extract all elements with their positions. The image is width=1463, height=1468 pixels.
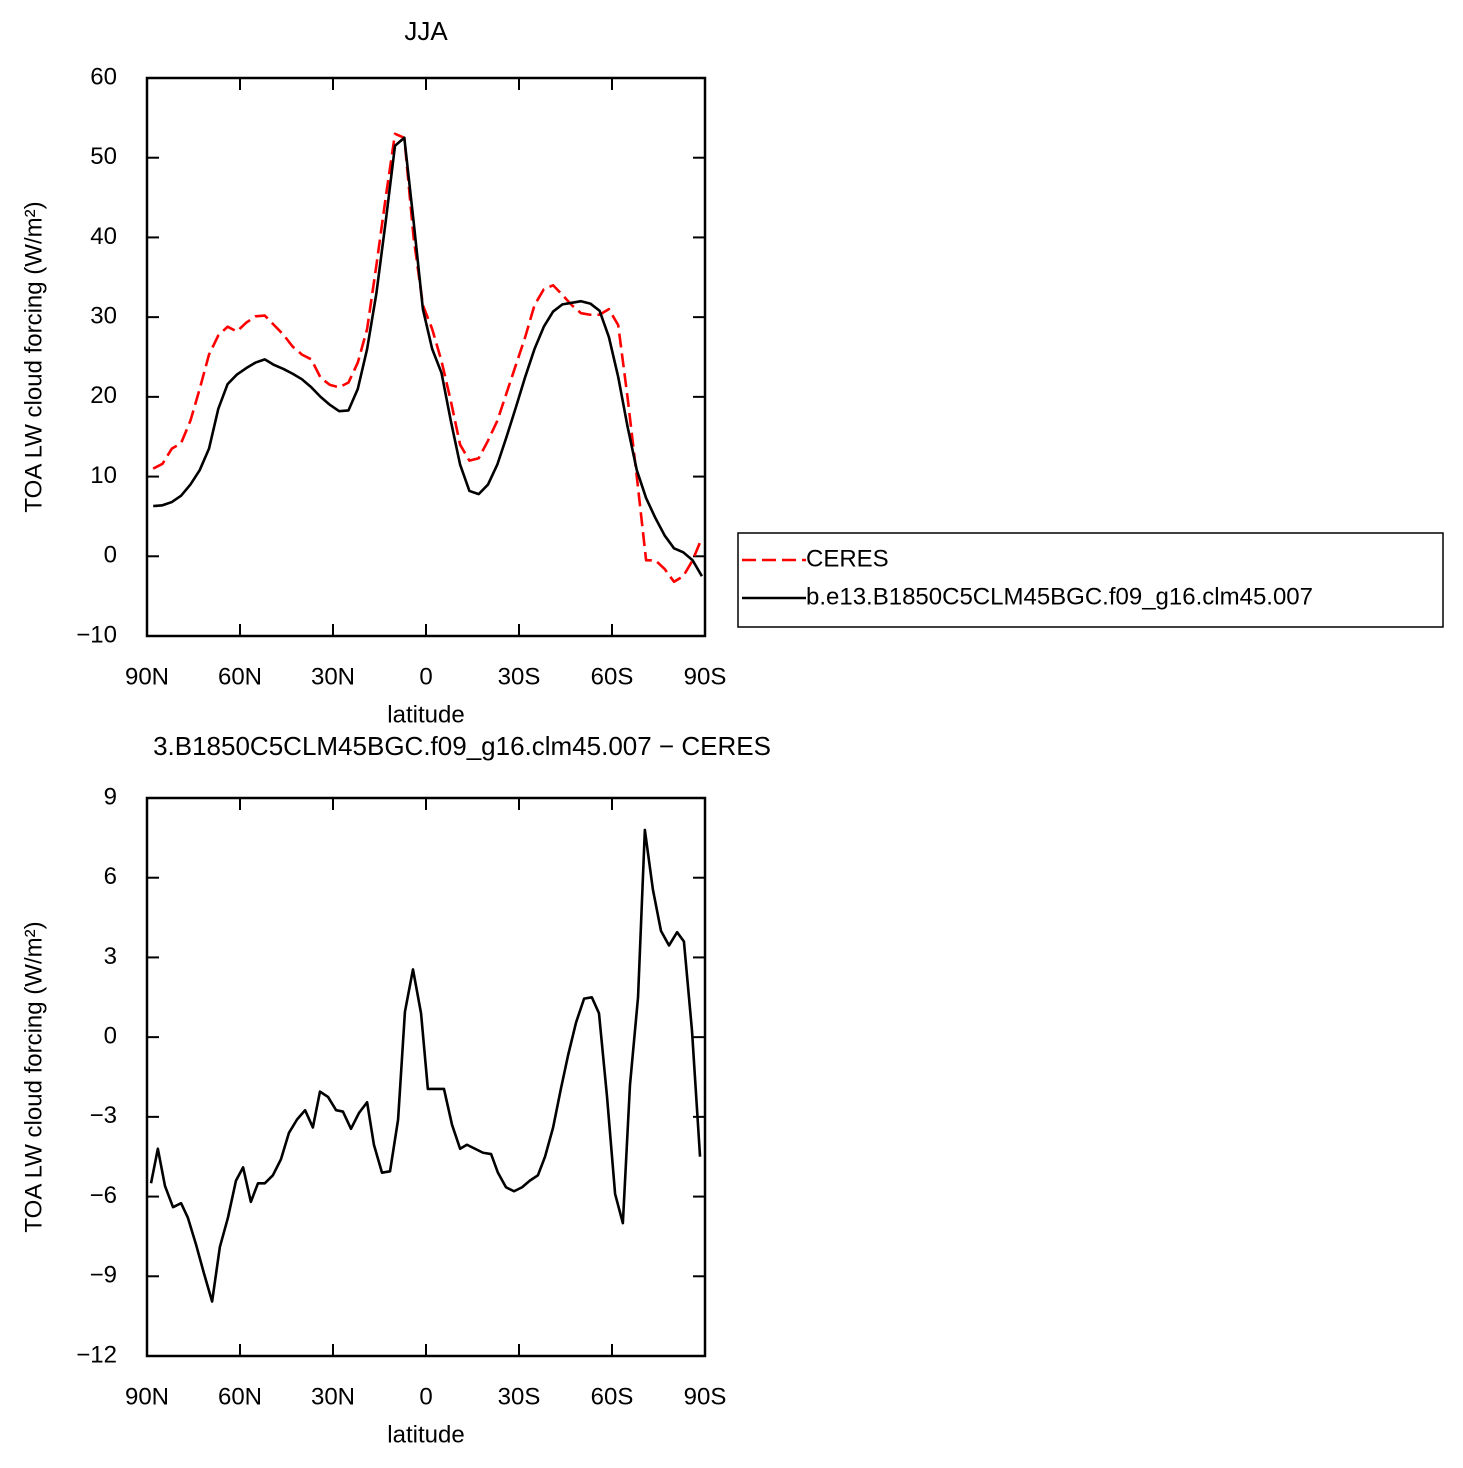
- plot-frame: [145, 76, 707, 638]
- y-tick-label: 3: [104, 943, 117, 970]
- x-tick-label: 30N: [311, 663, 355, 690]
- y-axis-label: TOA LW cloud forcing (W/m²): [20, 921, 47, 1232]
- x-tick-label: 30S: [498, 1383, 541, 1410]
- chart-title: JJA: [404, 16, 448, 46]
- y-tick-label: −10: [76, 621, 117, 648]
- x-tick-label: 60N: [218, 1383, 262, 1410]
- y-tick-label: −12: [76, 1341, 117, 1368]
- data-line: [153, 136, 704, 577]
- legend-label: CERES: [806, 545, 889, 572]
- x-axis-label: latitude: [387, 1421, 464, 1448]
- y-tick-label: 40: [90, 223, 117, 250]
- x-tick-label: 30S: [498, 663, 541, 690]
- x-tick-label: 90N: [125, 663, 169, 690]
- y-tick-label: 60: [90, 63, 117, 90]
- y-tick-label: 0: [104, 1022, 117, 1049]
- data-line: [149, 828, 702, 1303]
- x-tick-label: 0: [419, 1383, 432, 1410]
- x-tick-label: 60S: [591, 1383, 634, 1410]
- y-tick-label: 10: [90, 462, 117, 489]
- chart-title: 3.B1850C5CLM45BGC.f09_g16.clm45.007 − CE…: [153, 731, 771, 761]
- y-tick-label: −3: [90, 1102, 117, 1129]
- y-tick-label: 6: [104, 863, 117, 890]
- x-tick-label: 60N: [218, 663, 262, 690]
- x-tick-label: 0: [419, 663, 432, 690]
- y-tick-label: 9: [104, 783, 117, 810]
- y-tick-label: 30: [90, 302, 117, 329]
- x-tick-label: 60S: [591, 663, 634, 690]
- y-tick-label: 0: [104, 542, 117, 569]
- y-tick-label: 20: [90, 382, 117, 409]
- y-tick-label: −6: [90, 1182, 117, 1209]
- y-tick-label: 50: [90, 143, 117, 170]
- plot-frame: [145, 796, 707, 1358]
- legend-box: [737, 532, 1444, 628]
- x-tick-label: 90S: [684, 1383, 727, 1410]
- x-axis-label: latitude: [387, 701, 464, 728]
- y-tick-label: −9: [90, 1262, 117, 1289]
- y-axis-label: TOA LW cloud forcing (W/m²): [20, 201, 47, 512]
- data-line: [152, 132, 704, 584]
- x-tick-label: 90N: [125, 1383, 169, 1410]
- x-tick-label: 90S: [684, 663, 727, 690]
- legend-label: b.e13.B1850C5CLM45BGC.f09_g16.clm45.007: [806, 583, 1313, 610]
- x-tick-label: 30N: [311, 1383, 355, 1410]
